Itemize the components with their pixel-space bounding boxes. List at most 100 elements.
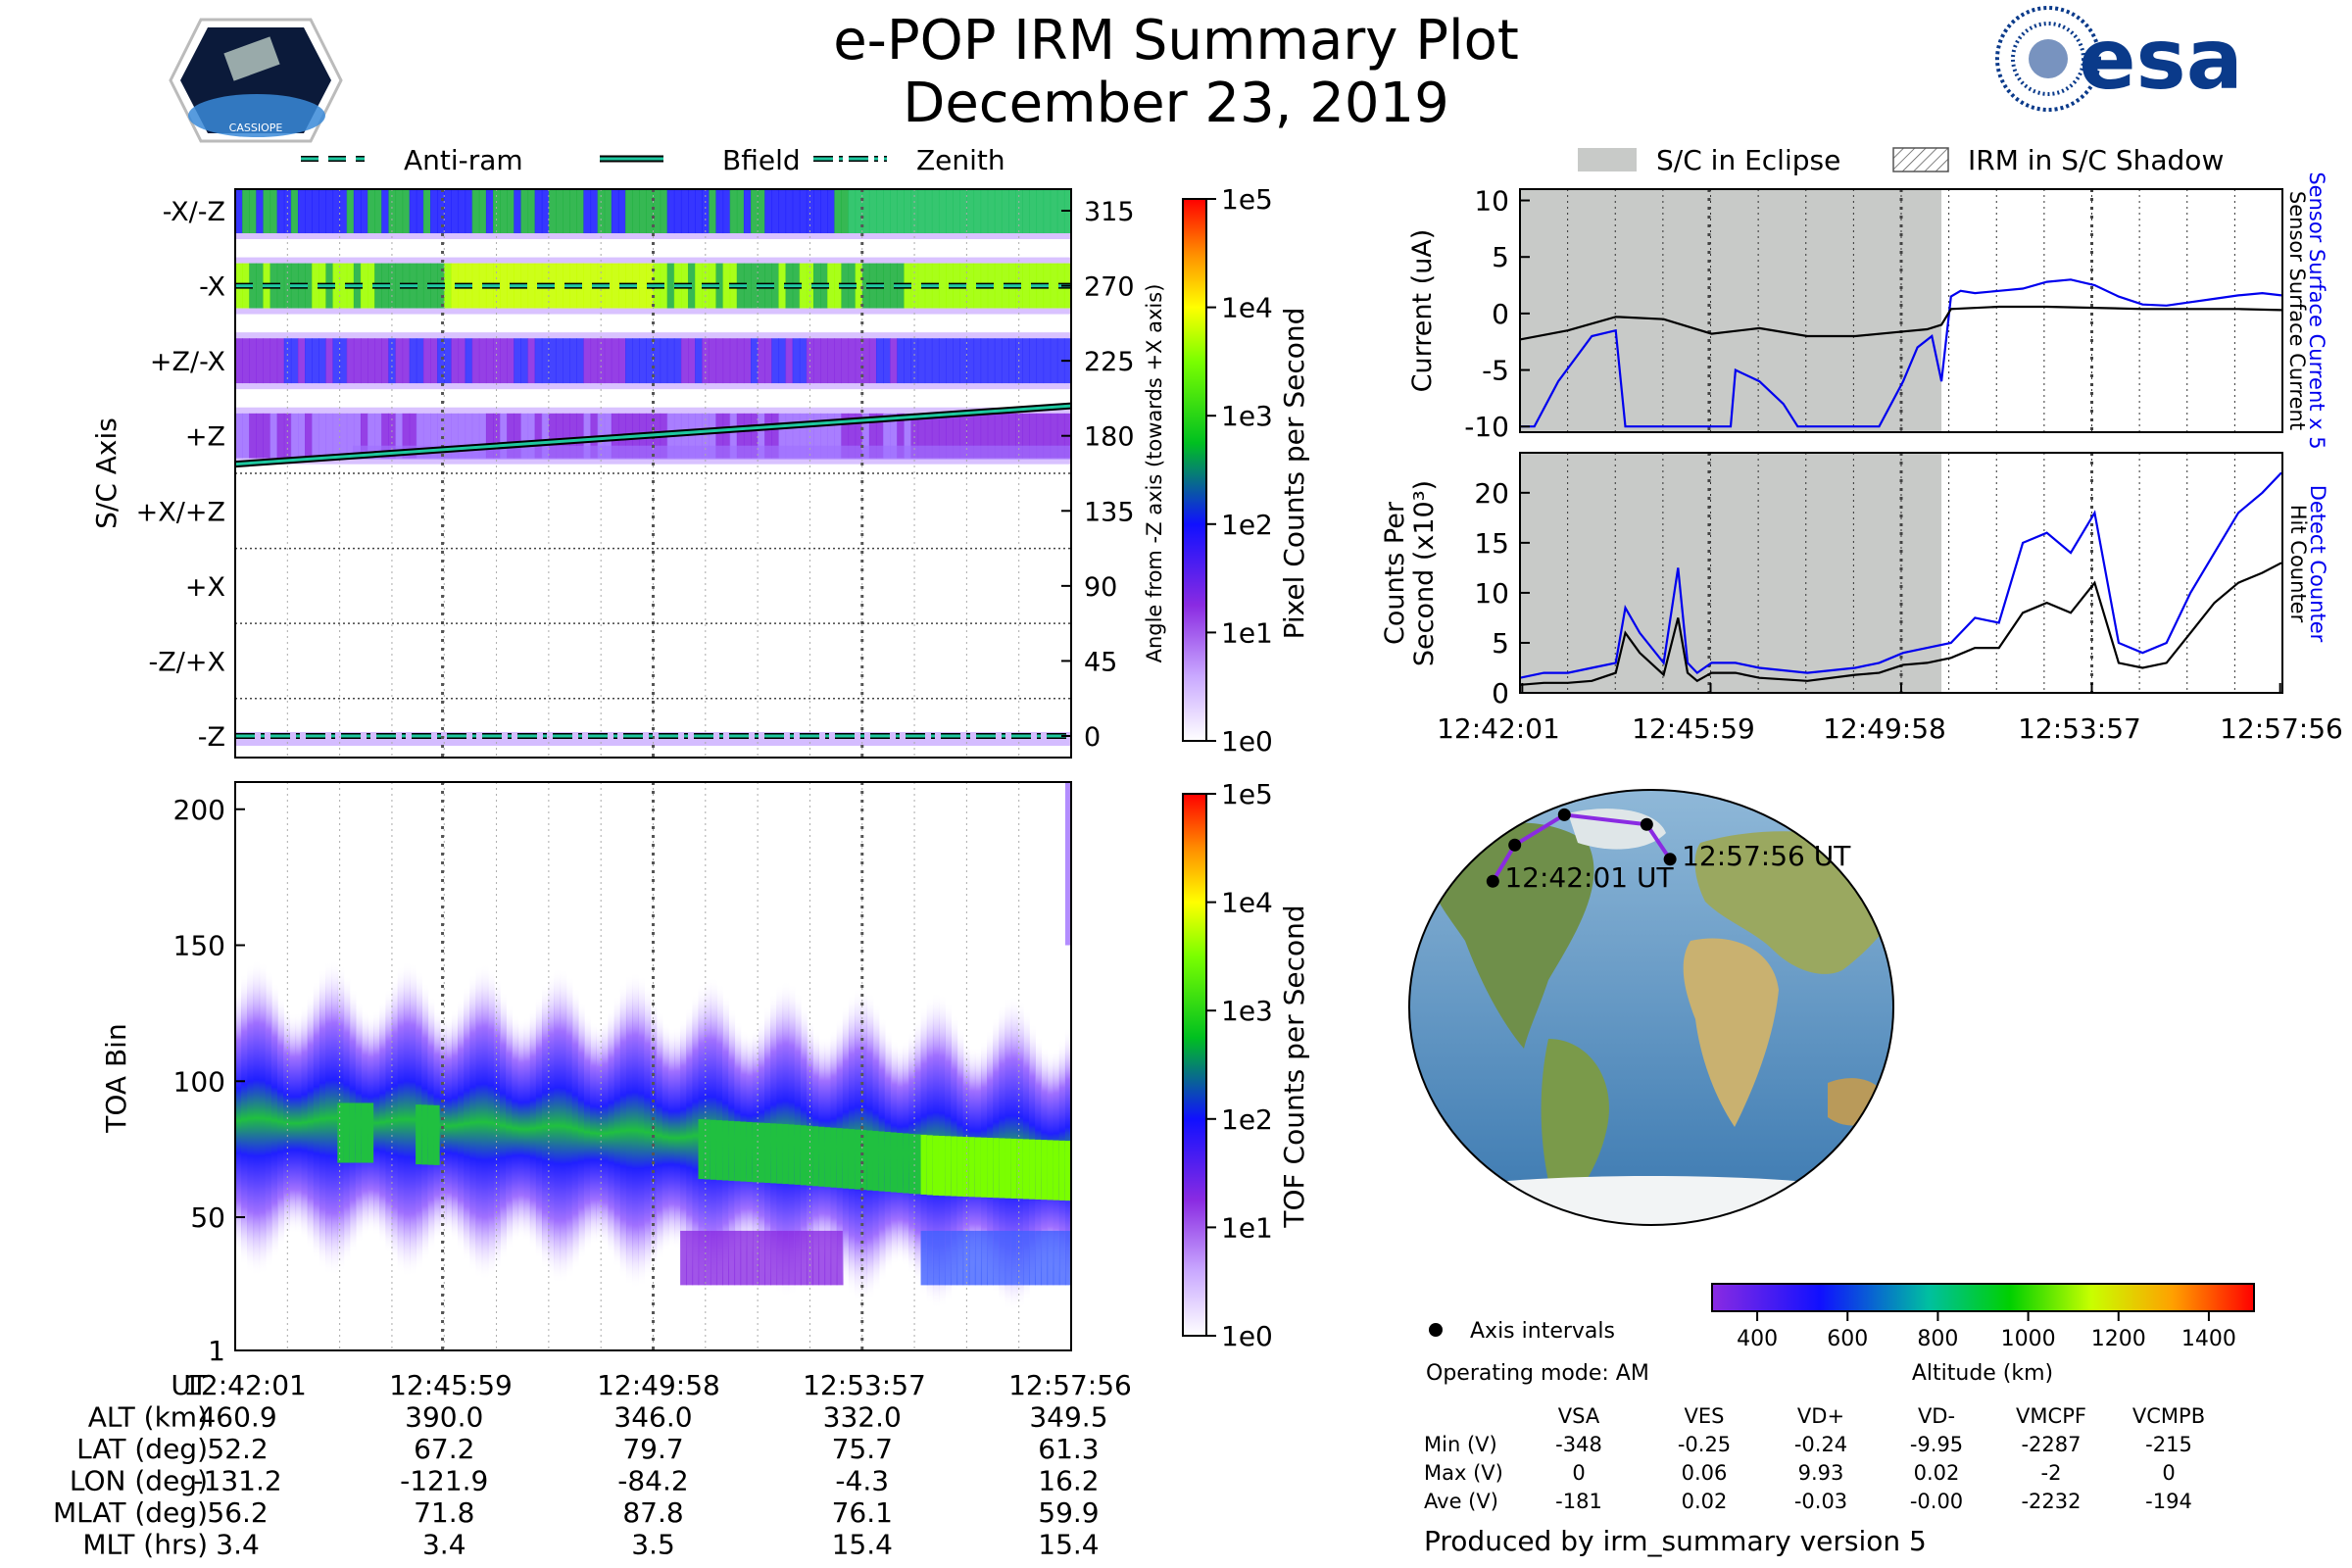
- ephemeris-cell: 71.8: [414, 1496, 474, 1529]
- tof-ytick-label: 200: [173, 794, 225, 826]
- ephemeris-row-label: UT: [171, 1369, 208, 1401]
- pixel-band-cell: [500, 413, 508, 459]
- current-ylabel-right-1: Sensor Surface Current x 5: [2305, 172, 2328, 449]
- bfield-line-inner: [235, 404, 1071, 466]
- tof-core-cell: [903, 1133, 910, 1194]
- voltage-cell: -348: [1555, 1433, 1602, 1456]
- voltage-cell: -2287: [2021, 1433, 2081, 1456]
- pixel-band-cell: [430, 189, 438, 233]
- tof-secondary-cell: [794, 1230, 802, 1286]
- tof-column: [680, 1018, 688, 1257]
- pixel-band-cell: [368, 189, 375, 233]
- pixel-band-cell: [820, 413, 828, 459]
- pixel-band-cell: [1029, 413, 1038, 459]
- pixel-band-cell: [632, 338, 640, 384]
- pixel-band-cell: [646, 189, 655, 233]
- ephemeris-cell: 76.1: [832, 1496, 893, 1529]
- tof-core-cell: [722, 1120, 729, 1181]
- tof-core-cell: [890, 1132, 898, 1193]
- pixel-band-cell: [290, 413, 299, 459]
- altitude-tick-label: 1400: [2181, 1327, 2236, 1351]
- pixel-band-cell: [583, 189, 592, 233]
- pixel-band-cell: [751, 413, 759, 459]
- tof-ytick-label: 100: [173, 1065, 225, 1098]
- pixel-band-cell: [1050, 338, 1058, 384]
- tof-ytick-label: 50: [190, 1201, 225, 1234]
- tof-secondary-cell: [686, 1230, 694, 1286]
- pixel-band-cell: [778, 413, 787, 459]
- tof-column: [397, 964, 405, 1274]
- tof-column: [625, 973, 633, 1287]
- pixel-band-cell: [639, 189, 647, 233]
- pixel-band-cell: [897, 189, 905, 233]
- tof-core-cell: [878, 1131, 886, 1192]
- orbit-dot: [1557, 808, 1571, 821]
- ephemeris-cell: 332.0: [823, 1401, 902, 1434]
- pixel-band-cell: [764, 413, 772, 459]
- tof-secondary-cell: [945, 1230, 953, 1286]
- ephemeris-cell: 3.4: [216, 1529, 260, 1561]
- pixel-band-cell: [778, 263, 787, 309]
- ephemeris-cell: -131.2: [193, 1465, 281, 1497]
- series-line: [1519, 305, 2282, 341]
- tof-secondary-cell: [1041, 1230, 1049, 1286]
- ytick-label: 10: [1474, 577, 1509, 610]
- pixel-band-cell: [430, 338, 438, 384]
- pixel-band-cell: [980, 338, 989, 384]
- pixel-band-cell: [325, 189, 334, 233]
- pixel-band-cell: [680, 189, 689, 233]
- tof-core-cell: [1047, 1140, 1054, 1200]
- pixel-band-cell: [507, 189, 514, 233]
- tof-column: [439, 1014, 447, 1238]
- pixel-band-cell: [437, 413, 445, 459]
- colorbar-tick-label: 1e3: [1221, 400, 1273, 432]
- tof-secondary-cell: [980, 1230, 988, 1286]
- tof-secondary-cell: [1022, 1230, 1030, 1286]
- pixel-band-cell: [507, 338, 514, 384]
- tof-secondary-cell: [962, 1230, 970, 1286]
- ephemeris-cell: 3.4: [422, 1529, 466, 1561]
- pixel-band-cell: [297, 413, 306, 459]
- pixel-band-cell: [388, 413, 397, 459]
- pixel-ylabel: S/C Axis: [90, 417, 122, 529]
- pixel-band-cell: [249, 189, 257, 233]
- pixel-reference-lines: [235, 282, 1071, 739]
- pixel-band-cell: [834, 413, 843, 459]
- pixel-band-cell: [959, 338, 967, 384]
- pixel-band-cell: [946, 338, 954, 384]
- tof-core-cell: [855, 1129, 861, 1190]
- pixel-band-cell: [834, 189, 843, 233]
- tof-secondary-cell: [680, 1230, 688, 1286]
- ytick-label: 0: [1492, 677, 1509, 710]
- colorbar-tick-label: 1e0: [1221, 725, 1273, 758]
- legend-zenith-label: Zenith: [916, 144, 1005, 176]
- tof-secondary-cell: [926, 1230, 934, 1286]
- voltage-row-label: Ave (V): [1424, 1490, 1498, 1513]
- tof-secondary-cell: [1064, 1230, 1071, 1286]
- voltage-table: VSA VES VD+ VD- VMCPF VCMPB Min (V) -348 -0.25 -0…: [1424, 1404, 2205, 1513]
- page-title: e-POP IRM Summary Plot: [833, 9, 1519, 73]
- pixel-band-cell: [695, 413, 703, 459]
- pixel-band-cell: [953, 413, 960, 459]
- pixel-band-cell: [256, 263, 265, 309]
- tof-core-cell: [884, 1132, 892, 1193]
- pixel-band-cell: [1008, 338, 1016, 384]
- pixel-angle-label: 90: [1084, 572, 1117, 603]
- pixel-band-cell: [305, 263, 313, 309]
- pixel-band-cell: [409, 413, 417, 459]
- pixel-ylabel-right: Angle from -Z axis (towards +X axis): [1143, 284, 1166, 663]
- series-line: [1519, 562, 2282, 686]
- voltage-cell: -0.03: [1794, 1490, 1847, 1513]
- series-line: [1520, 278, 2282, 428]
- pixel-band-cell: [646, 338, 655, 384]
- tof-column: [506, 1004, 514, 1250]
- tof-column: [596, 1023, 604, 1245]
- tof-column: [619, 982, 627, 1280]
- voltage-row-label: Min (V): [1424, 1433, 1497, 1456]
- pixel-band-cell: [485, 413, 494, 459]
- voltage-cell: -0.25: [1678, 1433, 1731, 1456]
- ephemeris-cell: 12:42:01: [183, 1369, 307, 1401]
- pixel-band-cell: [527, 413, 536, 459]
- pixel-band-cell: [325, 338, 334, 384]
